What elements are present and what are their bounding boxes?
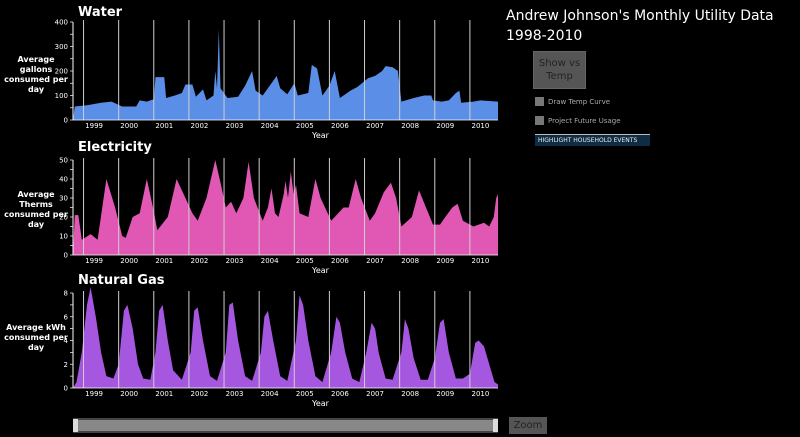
x-tick-label: 2000 bbox=[120, 257, 138, 265]
x-tick-label: 2005 bbox=[296, 257, 314, 265]
x-axis-label: Year bbox=[311, 399, 330, 408]
x-tick-label: 2001 bbox=[155, 257, 173, 265]
y-tick-label: 10 bbox=[59, 233, 68, 241]
x-tick-label: 2010 bbox=[472, 257, 490, 265]
y-tick-label: 200 bbox=[55, 68, 68, 76]
y-tick-label: 400 bbox=[55, 19, 68, 27]
water-y-axis-label: Average gallons consumed per day bbox=[4, 55, 68, 94]
x-tick-label: 2009 bbox=[436, 257, 454, 265]
time-range-slider[interactable] bbox=[73, 418, 498, 433]
x-tick-label: 2004 bbox=[261, 257, 279, 265]
gas-chart-title: Natural Gas bbox=[78, 273, 165, 288]
y-tick-label: 0 bbox=[64, 252, 68, 260]
slider-left-handle[interactable] bbox=[73, 419, 78, 432]
x-tick-label: 2001 bbox=[155, 122, 173, 130]
x-tick-label: 2010 bbox=[472, 390, 490, 398]
electricity-chart: 1999 2000 2001 2002 2003 2004 2005 2006 2007 2008… bbox=[59, 157, 498, 275]
checkbox-box[interactable] bbox=[535, 116, 544, 125]
x-tick-label: 2008 bbox=[401, 122, 419, 130]
checkbox-box[interactable] bbox=[535, 97, 544, 106]
x-tick-label: 2006 bbox=[331, 257, 349, 265]
slider-thumb[interactable] bbox=[78, 420, 493, 431]
x-tick-label: 2009 bbox=[436, 122, 454, 130]
x-axis-label: Year bbox=[311, 131, 330, 140]
page-title-line2: 1998-2010 bbox=[506, 28, 583, 44]
x-tick-label: 1999 bbox=[85, 257, 103, 265]
area-series bbox=[73, 160, 498, 255]
x-tick-label: 2000 bbox=[120, 390, 138, 398]
x-tick-label: 2003 bbox=[226, 122, 244, 130]
show-vs-temp-button[interactable]: Show vs Temp bbox=[533, 51, 586, 89]
x-tick-label: 2003 bbox=[226, 257, 244, 265]
highlight-events-button[interactable]: HIGHLIGHT HOUSEHOLD EVENTS bbox=[535, 134, 650, 146]
x-tick-label: 1999 bbox=[85, 390, 103, 398]
y-tick-label: 8 bbox=[64, 290, 68, 298]
y-tick-label: 0 bbox=[64, 117, 68, 125]
electricity-y-axis-label: Average Therms consumed per day bbox=[4, 190, 68, 229]
x-tick-label: 2007 bbox=[366, 122, 384, 130]
x-tick-label: 2002 bbox=[191, 257, 209, 265]
x-tick-label: 2006 bbox=[331, 390, 349, 398]
area-series bbox=[73, 287, 498, 388]
x-tick-label: 2006 bbox=[331, 122, 349, 130]
x-tick-label: 2007 bbox=[366, 257, 384, 265]
x-tick-label: 2004 bbox=[261, 390, 279, 398]
x-tick-label: 2001 bbox=[155, 390, 173, 398]
gas-y-axis-label: Average kWh consumed per day bbox=[4, 323, 68, 352]
y-tick-label: 40 bbox=[59, 176, 68, 184]
project-future-checkbox[interactable]: Project Future Usage bbox=[535, 116, 621, 125]
water-chart: 1999 2000 2001 2002 2003 2004 2005 2006 2007 2008… bbox=[55, 19, 498, 140]
area-series bbox=[73, 29, 498, 120]
x-tick-label: 2005 bbox=[296, 390, 314, 398]
y-tick-label: 30 bbox=[59, 195, 68, 203]
y-tick-label: 20 bbox=[59, 214, 68, 222]
x-axis-label: Year bbox=[311, 266, 330, 275]
y-tick-label: 6 bbox=[64, 313, 69, 321]
x-tick-label: 2010 bbox=[472, 122, 490, 130]
y-tick-label: 50 bbox=[59, 157, 68, 165]
electricity-chart-title: Electricity bbox=[78, 140, 152, 155]
water-chart-title: Water bbox=[78, 5, 123, 20]
page-title-line1: Andrew Johnson's Monthly Utility Data bbox=[506, 8, 774, 24]
x-tick-label: 2004 bbox=[261, 122, 279, 130]
y-tick-label: 2 bbox=[64, 361, 68, 369]
x-tick-label: 2007 bbox=[366, 390, 384, 398]
x-tick-label: 2003 bbox=[226, 390, 244, 398]
x-tick-label: 2009 bbox=[436, 390, 454, 398]
slider-right-handle[interactable] bbox=[493, 419, 498, 432]
zoom-button[interactable]: Zoom bbox=[509, 417, 547, 434]
x-tick-label: 1999 bbox=[85, 122, 103, 130]
y-tick-label: 100 bbox=[55, 92, 68, 100]
page-title: Andrew Johnson's Monthly Utility Data 19… bbox=[506, 6, 774, 46]
draw-temp-curve-label: Draw Temp Curve bbox=[548, 97, 611, 106]
gas-chart: 1999 2000 2001 2002 2003 2004 2005 2006 2007 2008… bbox=[64, 287, 498, 408]
x-tick-label: 2008 bbox=[401, 390, 419, 398]
x-tick-label: 2005 bbox=[296, 122, 314, 130]
x-tick-label: 2000 bbox=[120, 122, 138, 130]
y-tick-label: 4 bbox=[64, 337, 69, 345]
draw-temp-curve-checkbox[interactable]: Draw Temp Curve bbox=[535, 97, 610, 106]
x-tick-label: 2002 bbox=[191, 390, 209, 398]
x-tick-label: 2002 bbox=[191, 122, 209, 130]
y-tick-label: 300 bbox=[55, 43, 68, 51]
project-future-label: Project Future Usage bbox=[548, 116, 621, 125]
x-tick-label: 2008 bbox=[401, 257, 419, 265]
y-tick-label: 0 bbox=[64, 385, 68, 393]
